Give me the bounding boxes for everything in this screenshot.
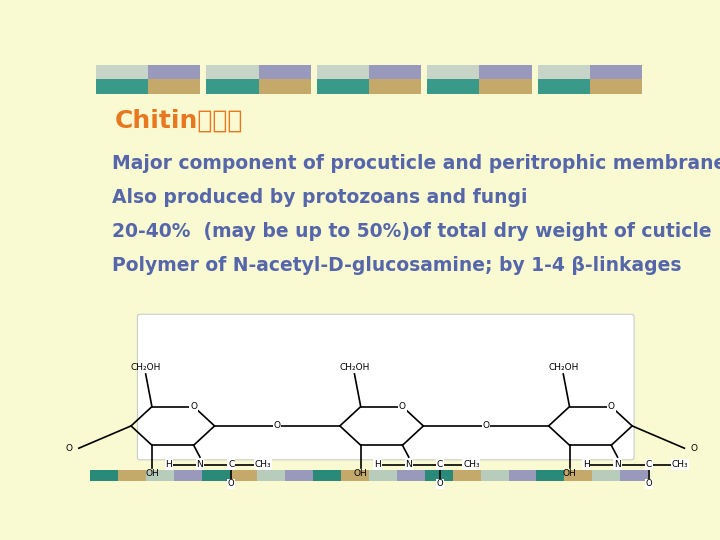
- Bar: [593, 470, 620, 481]
- Text: H: H: [583, 460, 590, 469]
- Bar: [508, 470, 536, 481]
- Bar: [96, 65, 148, 79]
- Text: O: O: [399, 402, 406, 411]
- Text: O: O: [437, 480, 444, 488]
- Bar: [590, 65, 642, 79]
- Bar: [148, 79, 200, 94]
- Bar: [369, 470, 397, 481]
- Bar: [564, 470, 593, 481]
- Bar: [313, 470, 341, 481]
- Text: O: O: [274, 421, 281, 430]
- Bar: [590, 79, 642, 94]
- Text: CH₂OH: CH₂OH: [130, 363, 161, 372]
- Text: OH: OH: [145, 469, 159, 478]
- Text: 20-40%  (may be up to 50%)of total dry weight of cuticle: 20-40% (may be up to 50%)of total dry we…: [112, 222, 712, 241]
- Bar: [258, 65, 311, 79]
- Text: N: N: [614, 460, 621, 469]
- Text: O: O: [690, 444, 698, 453]
- Text: H: H: [166, 460, 172, 469]
- Text: O: O: [66, 444, 73, 453]
- Text: O: O: [482, 421, 490, 430]
- Text: Chitin幾丁質: Chitin幾丁質: [115, 109, 243, 132]
- Bar: [206, 79, 258, 94]
- Text: C: C: [437, 460, 444, 469]
- Text: CH₃: CH₃: [463, 460, 480, 469]
- Bar: [118, 470, 145, 481]
- Bar: [427, 65, 480, 79]
- Bar: [285, 470, 313, 481]
- Bar: [369, 65, 421, 79]
- Text: N: N: [405, 460, 412, 469]
- Bar: [480, 79, 532, 94]
- Text: OH: OH: [562, 469, 577, 478]
- Bar: [202, 470, 230, 481]
- Text: OH: OH: [354, 469, 368, 478]
- Bar: [90, 470, 118, 481]
- Bar: [96, 79, 148, 94]
- Bar: [620, 470, 648, 481]
- Bar: [369, 79, 421, 94]
- Bar: [317, 79, 369, 94]
- Bar: [538, 79, 590, 94]
- Bar: [230, 470, 258, 481]
- Text: C: C: [646, 460, 652, 469]
- Bar: [427, 79, 480, 94]
- Text: O: O: [190, 402, 197, 411]
- Bar: [536, 470, 564, 481]
- Text: CH₂OH: CH₂OH: [548, 363, 578, 372]
- Bar: [341, 470, 369, 481]
- Text: O: O: [228, 480, 235, 488]
- Text: N: N: [197, 460, 203, 469]
- Bar: [148, 65, 200, 79]
- Bar: [481, 470, 508, 481]
- Text: CH₃: CH₃: [254, 460, 271, 469]
- Bar: [538, 65, 590, 79]
- Text: O: O: [608, 402, 615, 411]
- Bar: [258, 470, 285, 481]
- Text: CH₃: CH₃: [672, 460, 688, 469]
- Text: O: O: [646, 480, 652, 488]
- Bar: [145, 470, 174, 481]
- Text: Polymer of N-acetyl-D-glucosamine; by 1-4 β-linkages: Polymer of N-acetyl-D-glucosamine; by 1-…: [112, 256, 682, 275]
- Bar: [425, 470, 453, 481]
- FancyBboxPatch shape: [138, 314, 634, 460]
- Bar: [206, 65, 258, 79]
- Bar: [397, 470, 425, 481]
- Bar: [480, 65, 532, 79]
- Bar: [174, 470, 202, 481]
- Text: Also produced by protozoans and fungi: Also produced by protozoans and fungi: [112, 188, 528, 207]
- Bar: [258, 79, 311, 94]
- Text: CH₂OH: CH₂OH: [339, 363, 369, 372]
- Text: C: C: [228, 460, 235, 469]
- Bar: [317, 65, 369, 79]
- Text: Major component of procuticle and peritrophic membrane: Major component of procuticle and peritr…: [112, 154, 720, 173]
- Bar: [453, 470, 481, 481]
- Text: H: H: [374, 460, 381, 469]
